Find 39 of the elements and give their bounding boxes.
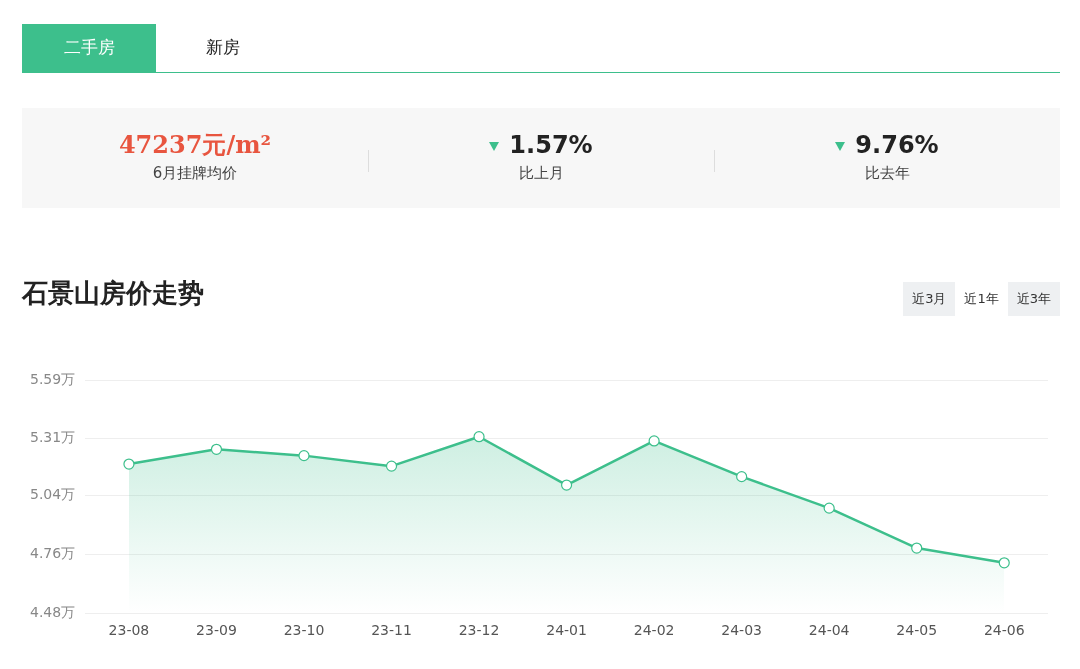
x-tick-label: 23-12	[458, 622, 500, 639]
text: 近1年	[955, 282, 1008, 316]
text: 47237元/m²	[118, 130, 272, 159]
x-tick-label: 24-06	[983, 622, 1025, 639]
y-tick-label: 5.04万	[30, 486, 76, 503]
y-tick-label: 4.76万	[30, 545, 76, 562]
point	[385, 460, 398, 472]
point	[473, 431, 485, 443]
x-tick-label: 24-02	[633, 622, 675, 639]
point	[560, 479, 573, 491]
text: 新房	[205, 36, 241, 59]
x-tick-label: 24-03	[721, 622, 762, 639]
text: 比上月	[517, 164, 565, 183]
x-tick-label: 23-09	[196, 622, 237, 639]
text: 9.76%	[855, 131, 939, 159]
y-tick-label: 5.31万	[30, 429, 76, 446]
point	[823, 502, 835, 514]
x-tick-label: 23-11	[371, 622, 412, 639]
x-tick-label: 24-05	[896, 622, 938, 639]
text: 1.57%	[509, 131, 593, 159]
text: 比去年	[863, 164, 911, 183]
y-tick-label: 4.48万	[30, 603, 76, 620]
text: 6月挂牌均价	[151, 164, 239, 183]
chart-title: 石景山房价走势	[22, 277, 204, 310]
x-tick-label: 24-01	[546, 622, 587, 639]
point	[998, 557, 1010, 569]
text: 近3月	[911, 290, 948, 308]
x-tick-label: 23-10	[283, 622, 325, 639]
text: 近3年	[1015, 290, 1052, 308]
x-tick-label: 24-04	[808, 622, 850, 639]
y-tick-label: 5.59万	[30, 370, 76, 387]
point	[210, 443, 223, 455]
point	[298, 450, 310, 462]
text: 二手房	[22, 24, 156, 72]
x-tick-label: 23-08	[108, 622, 150, 639]
point	[648, 435, 660, 447]
point	[123, 458, 135, 470]
point	[736, 471, 748, 483]
point	[911, 542, 923, 554]
